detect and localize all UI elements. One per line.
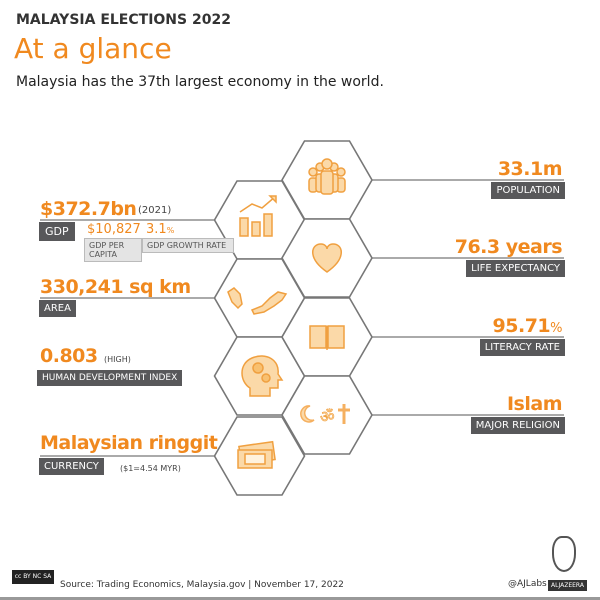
religion-symbols-icon: ॐ [300, 404, 350, 426]
population-label: POPULATION [491, 182, 565, 199]
people-group-icon [308, 158, 346, 195]
hdi-value: 0.803 [40, 345, 98, 367]
religion-value: Islam [506, 393, 563, 415]
heart-icon [312, 243, 342, 273]
subtitle: Malaysia has the 37th largest economy in… [16, 74, 384, 90]
literacy-unit: % [550, 321, 562, 336]
aljazeera-brand: ALJAZEERA [548, 580, 587, 591]
kicker: MALAYSIA ELECTIONS 2022 [16, 12, 231, 28]
area-label: AREA [39, 300, 76, 317]
bottom-border [0, 597, 600, 600]
malaysia-map-icon [227, 287, 288, 315]
head-gears-icon [241, 355, 284, 397]
life-expectancy-label: LIFE EXPECTANCY [466, 260, 565, 277]
life-expectancy-value: 76.3 years [454, 236, 563, 258]
gdp-label: GDP [39, 222, 75, 241]
gdp-value: $372.7bn [40, 198, 137, 220]
banknotes-icon [237, 440, 276, 469]
gdp-year: (2021) [138, 205, 172, 216]
source-text: Source: Trading Economics, Malaysia.gov … [60, 580, 344, 590]
gdp-per-capita-label: GDP PER CAPITA [84, 238, 142, 262]
currency-value: Malaysian ringgit [40, 432, 218, 454]
gdp-per-capita: $10,827 [87, 222, 141, 237]
ajlabs-handle: @AJLabs [508, 579, 547, 589]
area-value: 330,241 sq km [40, 276, 191, 298]
svg-text:ॐ: ॐ [320, 407, 335, 426]
gdp-growth: 3.1 [146, 222, 167, 237]
gdp-growth-label: GDP GROWTH RATE [142, 238, 234, 253]
aljazeera-logo-icon [552, 536, 576, 572]
page-title: At a glance [14, 32, 172, 65]
book-icon [309, 325, 345, 350]
religion-label: MAJOR RELIGION [470, 417, 565, 434]
hdi-label: HUMAN DEVELOPMENT INDEX [37, 370, 183, 386]
hexagon-cell [281, 375, 373, 455]
hdi-note: (HIGH) [104, 355, 131, 364]
literacy-label: LITERACY RATE [479, 339, 565, 356]
cc-license-badge: cc BY NC SA [12, 570, 54, 584]
gdp-growth-unit: % [166, 226, 175, 235]
literacy-value: 95.71 [492, 315, 551, 337]
currency-label: CURRENCY [39, 458, 104, 475]
bar-chart-growth-icon [239, 195, 277, 237]
currency-note: ($1=4.54 MYR) [120, 464, 181, 473]
population-value: 33.1m [497, 158, 563, 180]
